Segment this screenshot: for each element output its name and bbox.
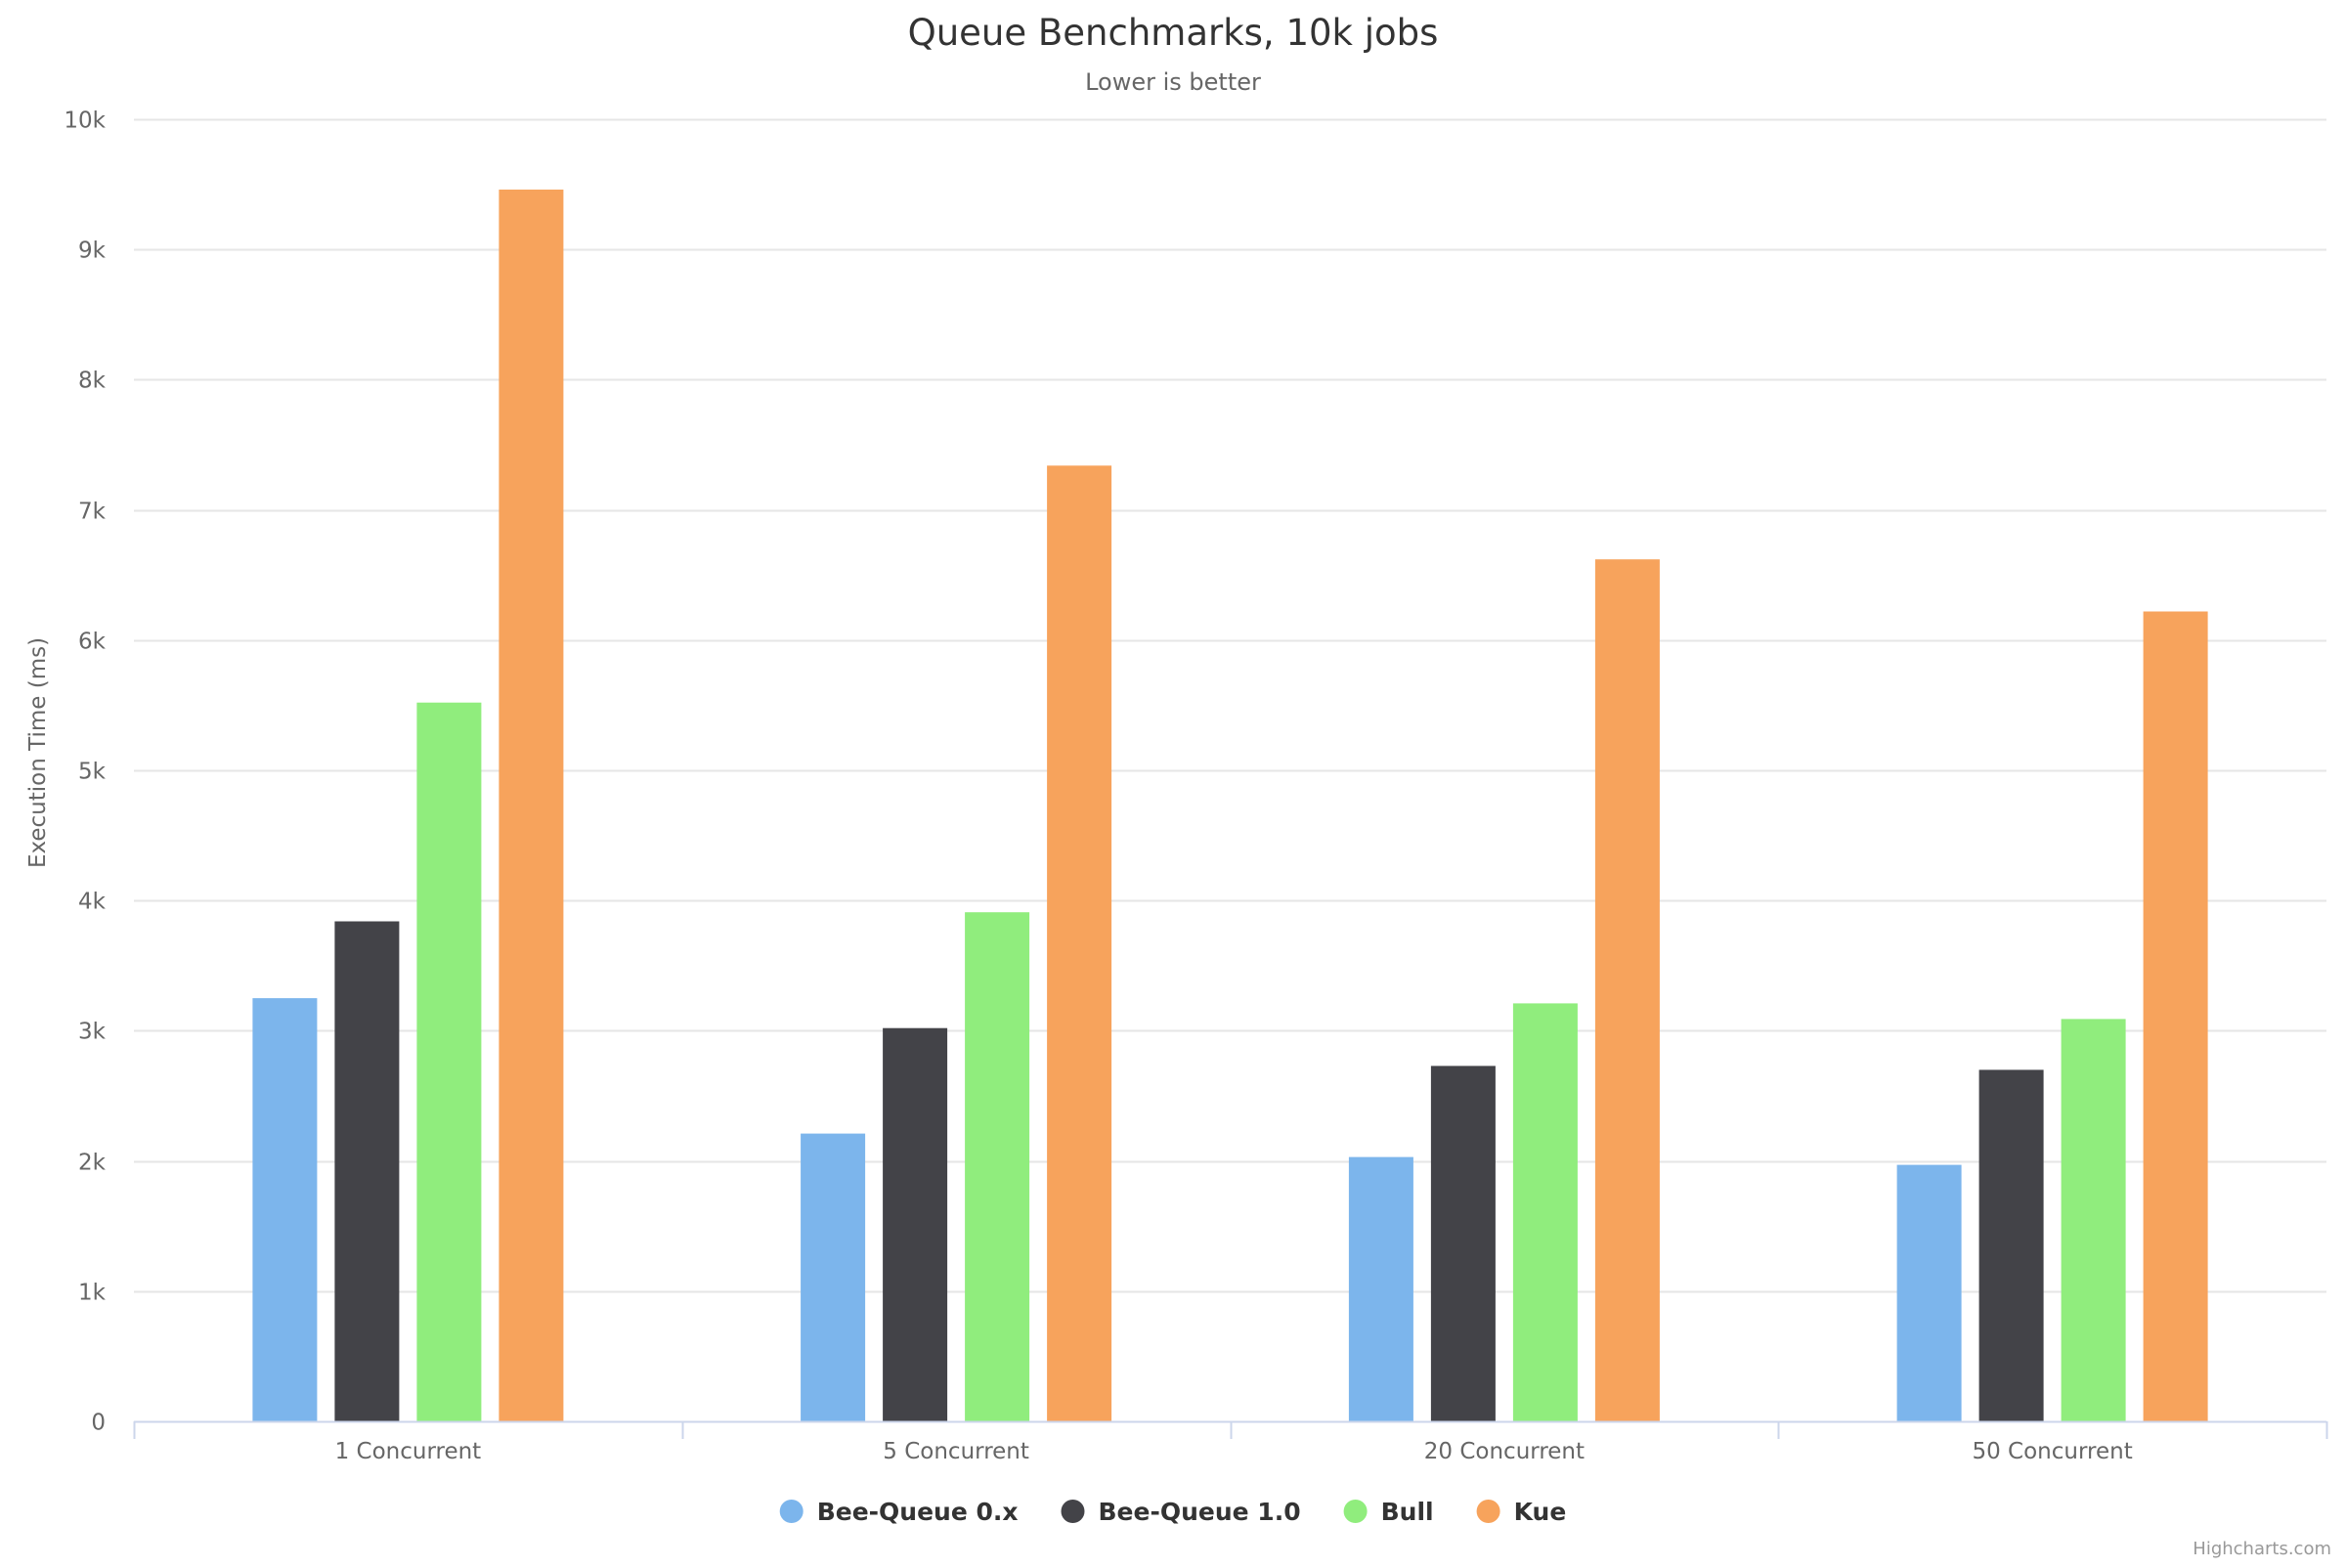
y-axis-title: Execution Time (ms) — [25, 637, 51, 868]
legend-item-bee-queue-1-0[interactable]: Bee-Queue 1.0 — [1061, 1498, 1301, 1526]
legend-symbol — [1061, 1500, 1085, 1523]
bar-bull-2[interactable] — [965, 912, 1030, 1421]
legend-item-bull[interactable]: Bull — [1343, 1498, 1434, 1526]
legend-symbol — [779, 1500, 804, 1523]
bar-bee-queue-1-0-1[interactable] — [334, 921, 400, 1422]
bar-kue-1[interactable] — [499, 189, 564, 1421]
x-tick-label: 50 Concurrent — [1972, 1439, 2132, 1464]
y-tick-label: 3k — [78, 1020, 107, 1045]
bar-bee-queue-0-x-3[interactable] — [1348, 1156, 1413, 1421]
legend: Bee-Queue 0.x Bee-Queue 1.0 Bull Kue — [779, 1498, 1567, 1526]
credits-link[interactable]: Highcharts.com — [2193, 1539, 2331, 1559]
bar-kue-4[interactable] — [2143, 611, 2208, 1422]
legend-symbol — [1343, 1500, 1368, 1523]
y-tick-label: 5k — [78, 760, 107, 785]
y-tick-label: 2k — [78, 1151, 107, 1176]
legend-label: Bull — [1381, 1498, 1434, 1526]
bar-bee-queue-0-x-2[interactable] — [801, 1133, 866, 1421]
y-tick-label: 7k — [78, 500, 107, 525]
bar-bee-queue-1-0-4[interactable] — [1978, 1069, 2044, 1421]
bar-bee-queue-0-x-1[interactable] — [252, 998, 318, 1421]
bar-bull-1[interactable] — [416, 702, 482, 1421]
legend-symbol — [1476, 1500, 1500, 1523]
y-axis-labels: 0 1k 2k 3k 4k 5k 6k 7k 8k 9k 10k — [64, 109, 106, 1436]
x-tick-label: 20 Concurrent — [1424, 1439, 1585, 1464]
y-tick-label: 4k — [78, 890, 107, 915]
legend-label: Bee-Queue 1.0 — [1099, 1498, 1301, 1526]
x-tick-label: 5 Concurrent — [883, 1439, 1029, 1464]
legend-item-kue[interactable]: Kue — [1476, 1498, 1567, 1526]
bar-bee-queue-0-x-4[interactable] — [1896, 1164, 1962, 1421]
bar-bull-3[interactable] — [1512, 1003, 1578, 1421]
bar-kue-2[interactable] — [1047, 465, 1112, 1421]
y-tick-label: 1k — [78, 1281, 107, 1306]
legend-label: Kue — [1514, 1498, 1567, 1526]
y-tick-label: 9k — [78, 239, 107, 264]
y-tick-label: 6k — [78, 630, 107, 655]
chart-subtitle: Lower is better — [1085, 68, 1261, 96]
x-axis: 1 Concurrent 5 Concurrent 20 Concurrent 50 … — [133, 1420, 2328, 1464]
chart-title: Queue Benchmarks, 10k jobs — [908, 12, 1439, 54]
x-tick-label: 1 Concurrent — [335, 1439, 482, 1464]
bar-bull-4[interactable] — [2061, 1019, 2126, 1421]
y-tick-label: 10k — [64, 109, 106, 134]
y-tick-label: 8k — [78, 369, 107, 394]
bar-kue-3[interactable] — [1594, 559, 1660, 1421]
y-tick-label: 0 — [91, 1411, 106, 1436]
legend-item-bee-queue-0-x[interactable]: Bee-Queue 0.x — [779, 1498, 1019, 1526]
bar-bee-queue-1-0-3[interactable] — [1430, 1066, 1496, 1421]
bar-bee-queue-1-0-2[interactable] — [883, 1027, 948, 1421]
bars — [252, 189, 2208, 1422]
legend-label: Bee-Queue 0.x — [817, 1498, 1019, 1526]
